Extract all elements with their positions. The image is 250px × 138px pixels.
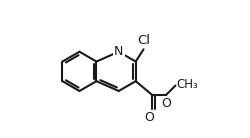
Text: O: O <box>162 98 171 111</box>
Text: O: O <box>144 111 154 124</box>
Text: N: N <box>114 45 124 58</box>
Text: Cl: Cl <box>138 34 150 47</box>
Text: CH₃: CH₃ <box>177 78 199 91</box>
